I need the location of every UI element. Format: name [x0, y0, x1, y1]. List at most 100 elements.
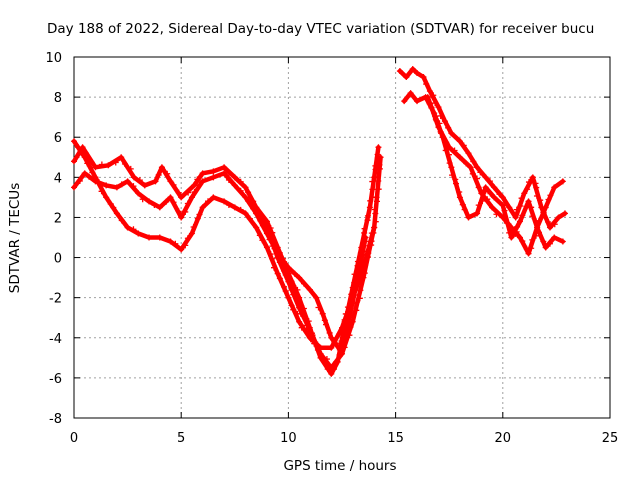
- sample-marker: [528, 245, 535, 252]
- sample-marker: [351, 283, 358, 290]
- sample-marker: [321, 317, 328, 324]
- y-tick-label: 2: [54, 211, 62, 226]
- data-point-marker: [274, 250, 281, 257]
- data-point-marker: [231, 174, 238, 181]
- data-point-marker: [525, 198, 532, 205]
- data-point-marker: [339, 350, 345, 357]
- sample-marker: [184, 200, 191, 207]
- sample-marker: [371, 206, 378, 213]
- data-point-marker: [285, 264, 292, 271]
- sample-marker: [362, 259, 369, 266]
- data-point-marker: [178, 214, 185, 221]
- sample-marker: [529, 213, 536, 220]
- sample-marker: [529, 236, 536, 243]
- data-point-marker: [435, 104, 442, 111]
- sample-marker: [533, 192, 540, 199]
- sample-marker: [288, 286, 295, 293]
- data-point-marker: [135, 230, 142, 237]
- data-point-marker: [199, 170, 206, 177]
- sample-marker: [369, 186, 376, 193]
- sample-marker: [445, 151, 452, 158]
- sample-marker: [281, 283, 288, 290]
- data-point-marker: [396, 68, 403, 75]
- sample-marker: [250, 198, 257, 205]
- data-point-marker: [296, 318, 303, 325]
- sample-marker: [333, 340, 340, 347]
- data-point-marker: [71, 158, 77, 165]
- sample-marker: [374, 151, 381, 158]
- data-point-marker: [403, 74, 410, 81]
- sample-marker: [237, 206, 244, 213]
- data-point-marker: [199, 204, 206, 211]
- sample-marker: [98, 188, 105, 195]
- data-point-marker: [456, 138, 463, 145]
- sample-marker: [350, 300, 357, 307]
- data-point-marker: [426, 88, 433, 95]
- data-point-marker: [366, 204, 373, 211]
- data-point-marker: [146, 198, 153, 205]
- sample-marker: [524, 186, 531, 193]
- data-point-marker: [446, 144, 453, 151]
- sample-marker: [282, 288, 289, 295]
- sample-marker: [172, 240, 179, 247]
- sample-marker: [463, 160, 470, 167]
- sample-marker: [452, 176, 459, 183]
- data-point-marker: [242, 210, 249, 217]
- sample-marker: [281, 267, 288, 274]
- data-point-marker: [328, 370, 335, 377]
- sample-marker: [551, 221, 558, 228]
- sample-marker: [259, 237, 266, 244]
- sample-marker: [225, 176, 232, 183]
- sample-marker: [303, 322, 310, 329]
- sample-marker: [366, 242, 373, 249]
- sample-marker: [86, 173, 93, 180]
- data-point-marker: [253, 224, 260, 231]
- sample-marker: [367, 238, 374, 245]
- data-point-marker: [420, 74, 427, 81]
- sample-marker: [182, 242, 189, 249]
- sample-marker: [271, 264, 277, 271]
- data-point-marker: [448, 164, 455, 171]
- data-point-marker: [371, 224, 378, 231]
- sample-marker: [118, 181, 125, 188]
- sample-marker: [437, 112, 444, 119]
- sample-marker: [315, 304, 322, 311]
- y-tick-label: -6: [49, 372, 62, 387]
- y-tick-label: 10: [45, 51, 62, 66]
- data-point-marker: [375, 144, 382, 151]
- sample-marker: [301, 314, 308, 321]
- data-point-marker: [456, 154, 463, 161]
- sample-marker: [519, 238, 526, 245]
- data-point-marker: [551, 184, 558, 191]
- series-track-d: [253, 210, 369, 353]
- sample-marker: [433, 117, 440, 124]
- sample-marker: [456, 188, 463, 195]
- data-point-marker: [191, 182, 198, 189]
- sample-marker: [191, 189, 198, 196]
- data-point-marker: [313, 294, 320, 301]
- data-point-marker: [285, 294, 292, 301]
- sample-marker: [372, 162, 379, 169]
- sample-marker: [257, 217, 264, 224]
- sample-marker: [519, 212, 526, 219]
- sample-marker: [357, 260, 364, 267]
- sample-marker: [532, 180, 539, 187]
- sample-marker: [459, 201, 466, 208]
- sample-marker: [98, 161, 105, 168]
- data-point-marker: [317, 350, 324, 357]
- sample-marker: [470, 158, 477, 165]
- sample-marker: [256, 232, 263, 239]
- sample-marker: [185, 189, 192, 196]
- sample-marker: [170, 199, 177, 206]
- data-point-marker: [71, 184, 77, 191]
- data-point-marker: [81, 170, 88, 177]
- sample-marker: [190, 223, 197, 230]
- data-point-marker: [210, 168, 217, 175]
- sample-marker: [322, 321, 329, 328]
- series-layer: [71, 66, 568, 377]
- sample-marker: [506, 229, 513, 236]
- sample-marker: [237, 178, 244, 185]
- data-point-marker: [92, 174, 99, 181]
- data-point-marker: [141, 182, 148, 189]
- sample-marker: [427, 100, 434, 107]
